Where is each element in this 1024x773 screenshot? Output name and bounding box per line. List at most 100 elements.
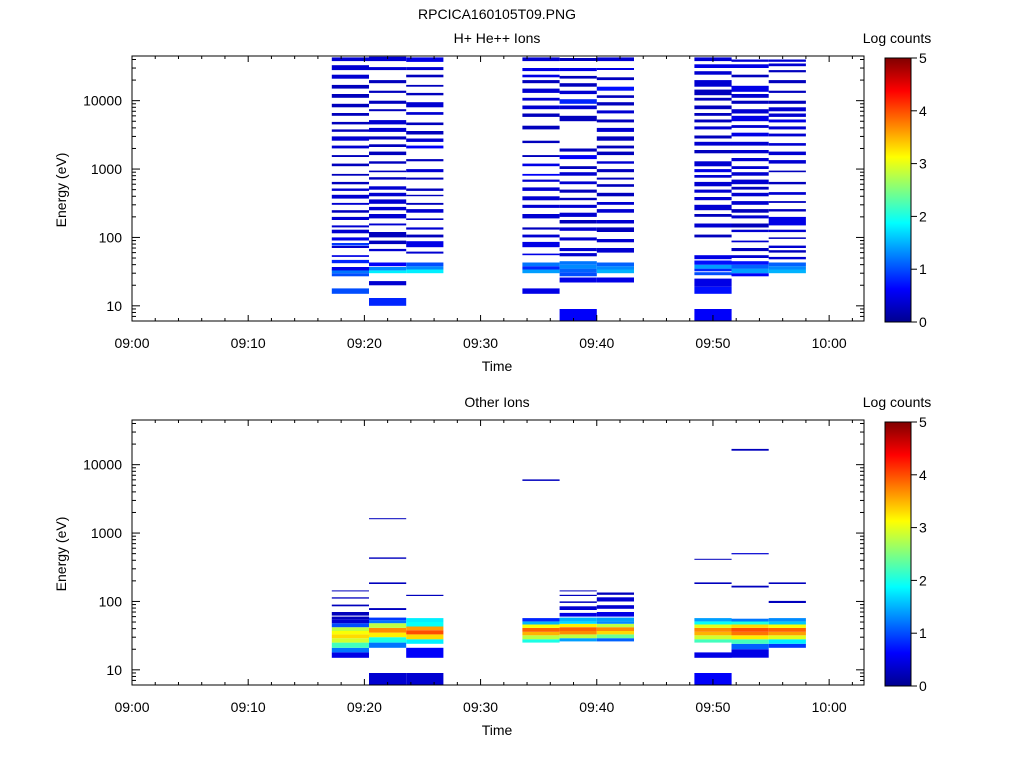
heatmap-cell	[768, 209, 806, 212]
heatmap-cell	[406, 145, 444, 149]
plot-frame	[131, 419, 865, 686]
heatmap-cell	[694, 278, 732, 287]
heatmap-cell	[731, 115, 769, 122]
heatmap-cell	[522, 68, 560, 72]
heatmap-cell	[596, 627, 634, 631]
heatmap-cell	[406, 266, 444, 270]
heatmap-cell	[522, 105, 560, 110]
heatmap-cell	[369, 90, 407, 93]
heatmap-cell	[331, 210, 369, 213]
heatmap-cell	[331, 612, 369, 616]
heatmap-cell	[406, 194, 444, 197]
heatmap-cell	[694, 89, 732, 96]
heatmap-cell	[596, 86, 634, 91]
heatmap-cell	[731, 215, 769, 219]
y-axis-label: Energy (eV)	[53, 517, 69, 592]
heatmap-cell	[406, 169, 444, 173]
heatmap-cell	[559, 617, 597, 622]
heatmap-cell	[768, 618, 806, 622]
heatmap-cell	[559, 204, 597, 208]
colorbar-tick-label: 1	[919, 625, 927, 641]
heatmap-cell	[406, 626, 444, 631]
heatmap-cell	[331, 194, 369, 199]
heatmap-cell	[596, 262, 634, 267]
x-tick-label: 09:30	[463, 699, 498, 715]
heatmap-cell	[369, 136, 407, 140]
heatmap-cell	[768, 143, 806, 146]
heatmap-cell	[522, 624, 560, 628]
heatmap-cell	[768, 216, 806, 226]
heatmap-cell	[369, 214, 407, 219]
heatmap-cell	[768, 635, 806, 640]
heatmap-cell	[596, 184, 634, 187]
colorbar-ticks: 0 1 2 3 4 5	[911, 414, 927, 694]
heatmap-cell	[406, 188, 444, 191]
heatmap-cell	[369, 109, 407, 112]
y-tick-label: 1000	[91, 525, 122, 541]
heatmap-cell	[522, 163, 560, 167]
heatmap-cell	[768, 600, 806, 603]
heatmap-cell	[731, 639, 769, 644]
heatmap-cell	[768, 201, 806, 203]
heatmap-cell	[406, 102, 444, 108]
heatmap-cell	[406, 630, 444, 635]
colorbar-tick-label: 4	[919, 467, 927, 483]
x-axis: 09:00 09:10 09:20 09:30 09:40 09:50 10:00	[114, 420, 853, 715]
heatmap-cell	[768, 181, 806, 185]
heatmap-cell	[369, 267, 407, 271]
y-tick-label: 10000	[83, 457, 122, 473]
heatmap-cell	[694, 97, 732, 101]
heatmap-cell	[596, 151, 634, 156]
heatmap-cell	[768, 621, 806, 625]
heatmap-cell	[369, 127, 407, 132]
heatmap-cell	[731, 209, 769, 213]
heatmap-cell	[331, 631, 369, 635]
heatmap-cell	[731, 621, 769, 625]
heatmap-cell	[522, 204, 560, 208]
heatmap-cell	[369, 100, 407, 104]
heatmap-cell	[559, 237, 597, 241]
heatmap-cell	[768, 59, 806, 62]
heatmap-area	[331, 448, 806, 685]
heatmap-cell	[331, 163, 369, 167]
heatmap-cell	[406, 112, 444, 115]
colorbar-ticks: 0 1 2 3 4 5	[911, 50, 927, 330]
colorbar-tick-label: 5	[919, 414, 927, 430]
heatmap-cell	[559, 90, 597, 95]
heatmap-cell	[331, 103, 369, 108]
heatmap-cell	[331, 229, 369, 234]
heatmap-cell	[768, 627, 806, 632]
heatmap-cell	[406, 202, 444, 205]
heatmap-cell	[694, 189, 732, 193]
heatmap-cell	[406, 241, 444, 248]
heatmap-cell	[596, 145, 634, 149]
heatmap-cell	[559, 261, 597, 265]
heatmap-cell	[522, 618, 560, 622]
heatmap-cell	[559, 264, 597, 269]
heatmap-cell	[731, 624, 769, 628]
heatmap-cell	[369, 161, 407, 164]
heatmap-cell	[559, 227, 597, 231]
heatmap-cell	[406, 131, 444, 135]
heatmap-cell	[369, 270, 407, 274]
heatmap-cell	[596, 638, 634, 642]
heatmap-cell	[768, 151, 806, 156]
heatmap-cell	[522, 196, 560, 201]
heatmap-cell	[331, 121, 369, 125]
heatmap-cell	[331, 243, 369, 246]
heatmap-cell	[331, 113, 369, 116]
heatmap-cell	[559, 248, 597, 252]
heatmap-cell	[331, 616, 369, 620]
heatmap-cell	[731, 649, 769, 658]
heatmap-cell	[731, 166, 769, 169]
heatmap-cell	[331, 57, 369, 62]
heatmap-cell	[331, 273, 369, 277]
heatmap-cell	[731, 132, 769, 137]
heatmap-cell	[522, 234, 560, 238]
heatmap-cell	[522, 97, 560, 101]
heatmap-cell	[559, 58, 597, 61]
heatmap-cell	[731, 448, 769, 451]
heatmap-cell	[406, 227, 444, 230]
colorbar-tick-label: 3	[919, 520, 927, 536]
heatmap-cell	[331, 155, 369, 157]
